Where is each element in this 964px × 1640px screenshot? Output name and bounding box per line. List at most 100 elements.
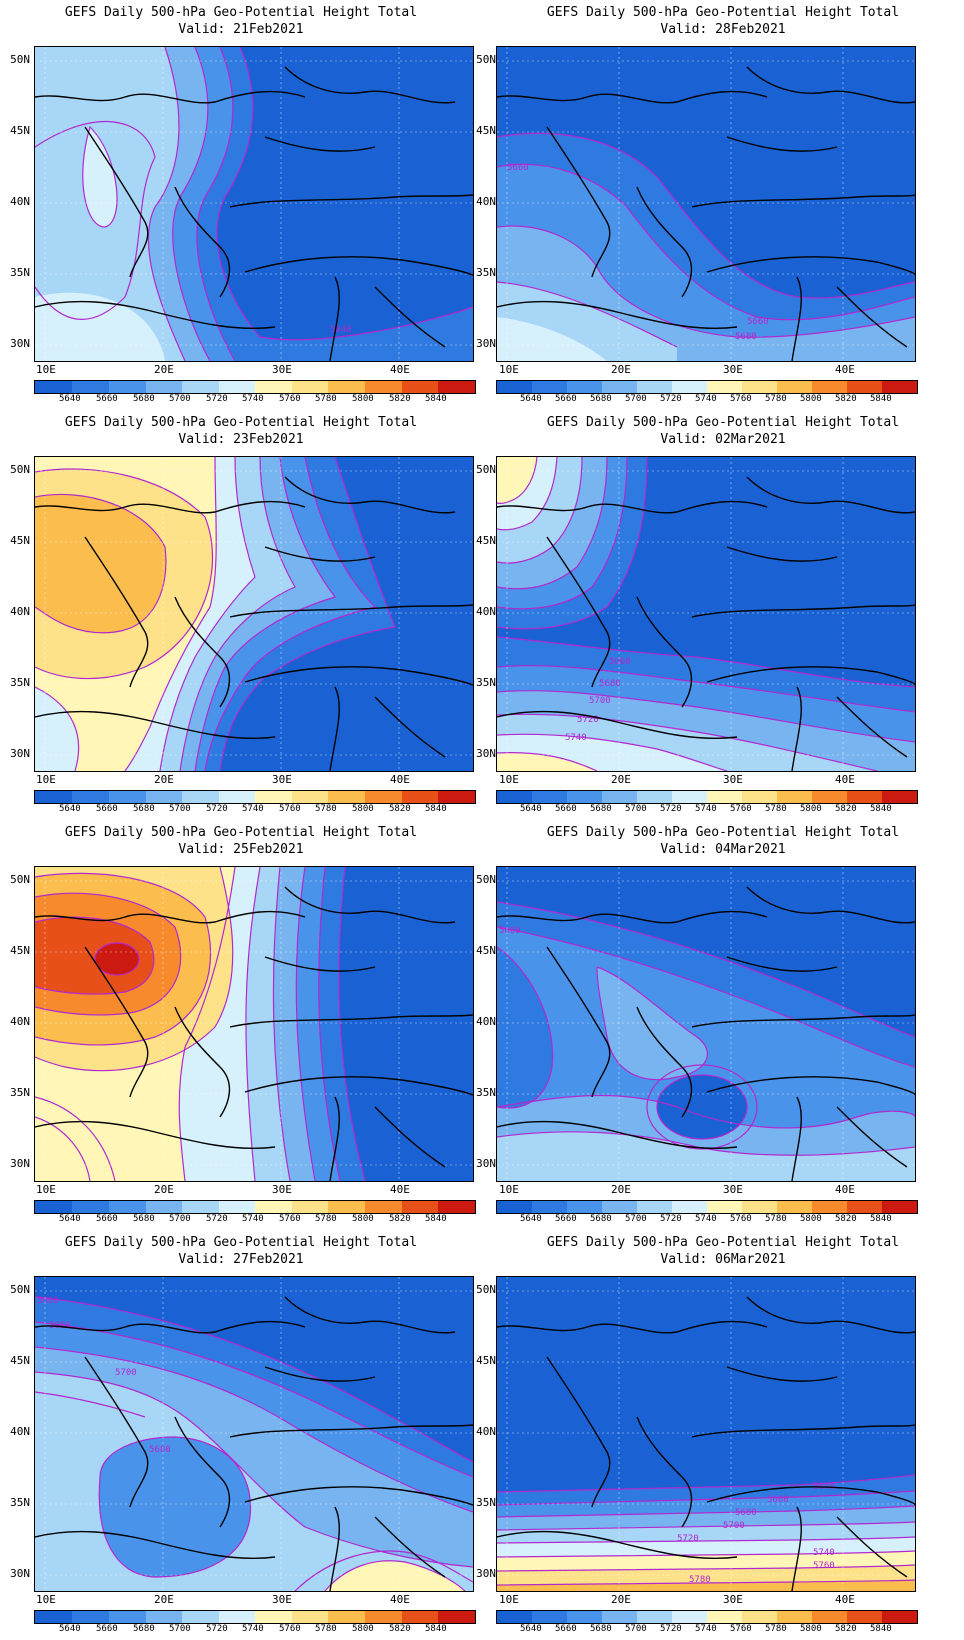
colorbar-label: 5660: [555, 394, 577, 404]
lat-label: 35N: [476, 1496, 496, 1509]
lat-label: 40N: [476, 1425, 496, 1438]
contour-label: 5760: [813, 1561, 835, 1571]
colorbar-label: 5760: [730, 1214, 752, 1224]
colorbar-label: 5840: [425, 1624, 447, 1634]
lon-label: 20E: [154, 1593, 174, 1606]
colorbar-label: 5760: [279, 394, 301, 404]
colorbar-label: 5820: [389, 1214, 411, 1224]
contour-label: 5660: [507, 163, 529, 173]
colorbar-label: 5640: [520, 1624, 542, 1634]
lat-label: 35N: [10, 676, 30, 689]
lat-label: 30N: [476, 337, 496, 350]
colorbar-label: 5660: [555, 1624, 577, 1634]
lat-label: 45N: [10, 124, 30, 137]
map-plot-area: 5640: [34, 46, 474, 362]
colorbar-label: 5740: [242, 804, 264, 814]
colorbar: [34, 1200, 476, 1214]
map-panel-06mar: GEFS Daily 500-hPa Geo-Potential Height …: [476, 1230, 964, 1640]
colorbar-label: 5700: [169, 394, 191, 404]
colorbar-label: 5780: [765, 1214, 787, 1224]
map-panel-25feb: GEFS Daily 500-hPa Geo-Potential Height …: [0, 820, 482, 1230]
lon-label: 20E: [611, 773, 631, 786]
contour-label: 5640: [330, 325, 352, 335]
contour-label: 5680: [735, 332, 757, 342]
colorbar-label: 5740: [695, 804, 717, 814]
colorbar-label: 5680: [133, 804, 155, 814]
panel-valid-date: Valid: 04Mar2021: [660, 842, 786, 857]
lat-label: 40N: [10, 195, 30, 208]
panel-title: GEFS Daily 500-hPa Geo-Potential Height …: [64, 415, 418, 430]
lon-label: 20E: [611, 363, 631, 376]
map-panel-04mar: GEFS Daily 500-hPa Geo-Potential Height …: [476, 820, 964, 1230]
lon-label: 10E: [36, 1183, 56, 1196]
lon-label: 30E: [272, 773, 292, 786]
colorbar-label: 5660: [555, 804, 577, 814]
colorbar-label: 5720: [660, 1624, 682, 1634]
lat-label: 35N: [476, 676, 496, 689]
lon-label: 40E: [835, 363, 855, 376]
colorbar-label: 5740: [695, 1624, 717, 1634]
lat-label: 50N: [476, 53, 496, 66]
colorbar-label: 5720: [206, 1624, 228, 1634]
contour-label: 5780: [689, 1575, 711, 1585]
lat-label: 40N: [10, 1015, 30, 1028]
colorbar-label: 5640: [59, 1624, 81, 1634]
lon-label: 40E: [835, 1593, 855, 1606]
colorbar-label: 5780: [315, 394, 337, 404]
lon-label: 20E: [154, 773, 174, 786]
colorbar-label: 5660: [96, 1624, 118, 1634]
lat-label: 30N: [10, 337, 30, 350]
contour-label: 5660: [499, 926, 521, 936]
colorbar: [496, 1200, 918, 1214]
colorbar-label: 5820: [389, 1624, 411, 1634]
panel-title: GEFS Daily 500-hPa Geo-Potential Height …: [546, 1235, 900, 1250]
lat-label: 35N: [10, 266, 30, 279]
colorbar-label: 5700: [169, 1624, 191, 1634]
lon-label: 30E: [723, 773, 743, 786]
map-panel-21feb: GEFS Daily 500-hPa Geo-Potential Height …: [0, 0, 482, 410]
map-panel-23feb: GEFS Daily 500-hPa Geo-Potential Height …: [0, 410, 482, 820]
map-panel-28feb: GEFS Daily 500-hPa Geo-Potential Height …: [476, 0, 964, 410]
lat-label: 45N: [10, 534, 30, 547]
lat-label: 30N: [476, 747, 496, 760]
colorbar: [496, 1610, 918, 1624]
lon-label: 30E: [723, 1593, 743, 1606]
map-plot-area: 5660 5680 5700 5680: [34, 1276, 474, 1592]
colorbar-label: 5760: [730, 1624, 752, 1634]
colorbar-label: 5740: [242, 1214, 264, 1224]
contour-label: 5680: [735, 1508, 757, 1518]
colorbar: [34, 1610, 476, 1624]
lon-label: 40E: [390, 1593, 410, 1606]
colorbar-label: 5700: [169, 1214, 191, 1224]
lat-label: 50N: [476, 1283, 496, 1296]
colorbar-label: 5780: [315, 1624, 337, 1634]
lat-label: 45N: [476, 944, 496, 957]
colorbar-label: 5680: [590, 394, 612, 404]
lat-label: 40N: [10, 605, 30, 618]
lon-label: 10E: [499, 1183, 519, 1196]
lon-label: 30E: [272, 363, 292, 376]
colorbar-label: 5800: [352, 1214, 374, 1224]
colorbar-label: 5760: [279, 1214, 301, 1224]
lon-label: 10E: [499, 1593, 519, 1606]
colorbar-label: 5820: [835, 1214, 857, 1224]
colorbar-label: 5700: [625, 804, 647, 814]
colorbar-label: 5780: [765, 1624, 787, 1634]
colorbar: [34, 790, 476, 804]
colorbar-label: 5840: [870, 1624, 892, 1634]
contour-label: 5740: [813, 1548, 835, 1558]
contour-label: 5700: [115, 1368, 137, 1378]
colorbar-label: 5740: [242, 394, 264, 404]
colorbar-label: 5700: [625, 394, 647, 404]
contour-label: 5700: [589, 696, 611, 706]
colorbar-label: 5680: [133, 1624, 155, 1634]
lat-label: 35N: [476, 266, 496, 279]
lon-label: 10E: [36, 773, 56, 786]
colorbar-label: 5720: [206, 1214, 228, 1224]
panel-title: GEFS Daily 500-hPa Geo-Potential Height …: [64, 1235, 418, 1250]
lat-label: 45N: [10, 1354, 30, 1367]
contour-label: 5660: [747, 317, 769, 327]
lat-label: 45N: [10, 944, 30, 957]
colorbar-label: 5640: [520, 394, 542, 404]
colorbar-label: 5820: [389, 804, 411, 814]
